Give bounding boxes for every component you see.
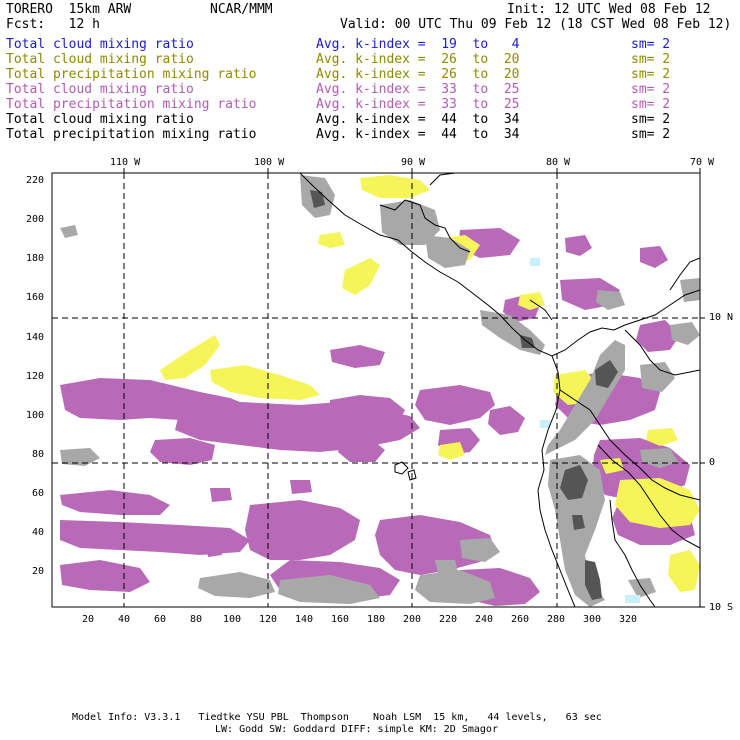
y-grid-label: 60: [32, 488, 45, 499]
lon-label-70w: 70 W: [690, 157, 715, 168]
x-grid-label: 300: [583, 614, 602, 625]
model-name: TORERO 15km ARW: [6, 2, 132, 17]
init-time: Init: 12 UTC Wed 08 Feb 12: [507, 2, 711, 17]
x-grid-label: 200: [403, 614, 422, 625]
model-info: Model Info: V3.3.1 Tiedtke YSU PBL Thomp…: [72, 712, 602, 723]
y-grid-label: 120: [26, 371, 45, 382]
forecast-hour: Fcst: 12 h: [6, 17, 100, 32]
lat-label-10n: 10 N: [709, 312, 734, 323]
x-grid-label: 20: [82, 614, 95, 625]
legend-sm-1: sm= 2: [631, 37, 671, 52]
y-grid-label: 100: [26, 410, 45, 421]
plot-area: [52, 173, 700, 607]
legend-sm-7: sm= 2: [631, 127, 671, 142]
lon-label-90w: 90 W: [401, 157, 426, 168]
x-grid-label: 80: [190, 614, 203, 625]
x-grid-label: 40: [118, 614, 131, 625]
y-grid-label: 20: [32, 566, 45, 577]
coastlines: [299, 173, 700, 607]
lon-label-110w: 110 W: [110, 157, 141, 168]
x-grid-label: 140: [295, 614, 314, 625]
x-grid-label: 100: [223, 614, 242, 625]
legend-sm-5: sm= 2: [631, 97, 671, 112]
legend-field-2: Total cloud mixing ratio: [6, 52, 194, 67]
legend-kindex-1: Avg. k-index = 19 to 4: [316, 37, 520, 52]
legend-kindex-4: Avg. k-index = 33 to 25: [316, 82, 520, 97]
legend-field-1: Total cloud mixing ratio: [6, 37, 194, 52]
x-grid-label: 220: [439, 614, 458, 625]
legend-field-5: Total precipitation mixing ratio: [6, 97, 257, 112]
gray-cloud-areas: [60, 175, 700, 607]
legend-sm-2: sm= 2: [631, 52, 671, 67]
legend-sm-4: sm= 2: [631, 82, 671, 97]
lat-lon-grid: [52, 173, 700, 607]
x-grid-label: 240: [475, 614, 494, 625]
legend-kindex-7: Avg. k-index = 44 to 34: [316, 127, 520, 142]
legend-kindex-2: Avg. k-index = 26 to 20: [316, 52, 520, 67]
y-grid-label: 180: [26, 253, 45, 264]
y-grid-label: 220: [26, 175, 45, 186]
lat-label-0: 0: [709, 457, 716, 468]
purple-cloud-areas: [60, 228, 695, 606]
y-grid-label: 80: [32, 449, 45, 460]
legend-field-4: Total cloud mixing ratio: [6, 82, 194, 97]
valid-time: Valid: 00 UTC Thu 09 Feb 12 (18 CST Wed …: [340, 17, 732, 32]
lat-label-10s: 10 S: [709, 602, 734, 613]
legend-sm-6: sm= 2: [631, 112, 671, 127]
lon-label-80w: 80 W: [546, 157, 571, 168]
x-grid-label: 280: [547, 614, 566, 625]
legend-kindex-3: Avg. k-index = 26 to 20: [316, 67, 520, 82]
x-grid-label: 260: [511, 614, 530, 625]
legend-kindex-6: Avg. k-index = 44 to 34: [316, 112, 520, 127]
legend-field-3: Total precipitation mixing ratio: [6, 67, 257, 82]
legend-kindex-5: Avg. k-index = 33 to 25: [316, 97, 520, 112]
y-grid-label: 200: [26, 214, 45, 225]
physics-info: LW: Godd SW: Goddard DIFF: simple KM: 2D…: [215, 724, 498, 735]
x-grid-label: 180: [367, 614, 386, 625]
lon-label-100w: 100 W: [254, 157, 285, 168]
organization: NCAR/MMM: [210, 2, 273, 17]
map-frame: [51, 172, 701, 608]
legend-field-6: Total cloud mixing ratio: [6, 112, 194, 127]
cyan-small-areas: [530, 258, 640, 603]
yellow-cloud-areas: [160, 175, 700, 592]
x-grid-label: 320: [619, 614, 638, 625]
legend-sm-3: sm= 2: [631, 67, 671, 82]
legend-field-7: Total precipitation mixing ratio: [6, 127, 257, 142]
y-grid-label: 160: [26, 292, 45, 303]
x-grid-label: 60: [154, 614, 167, 625]
y-grid-label: 40: [32, 527, 45, 538]
x-grid-label: 160: [331, 614, 350, 625]
tick-marks: [123, 168, 705, 608]
x-grid-label: 120: [259, 614, 278, 625]
y-grid-label: 140: [26, 332, 45, 343]
